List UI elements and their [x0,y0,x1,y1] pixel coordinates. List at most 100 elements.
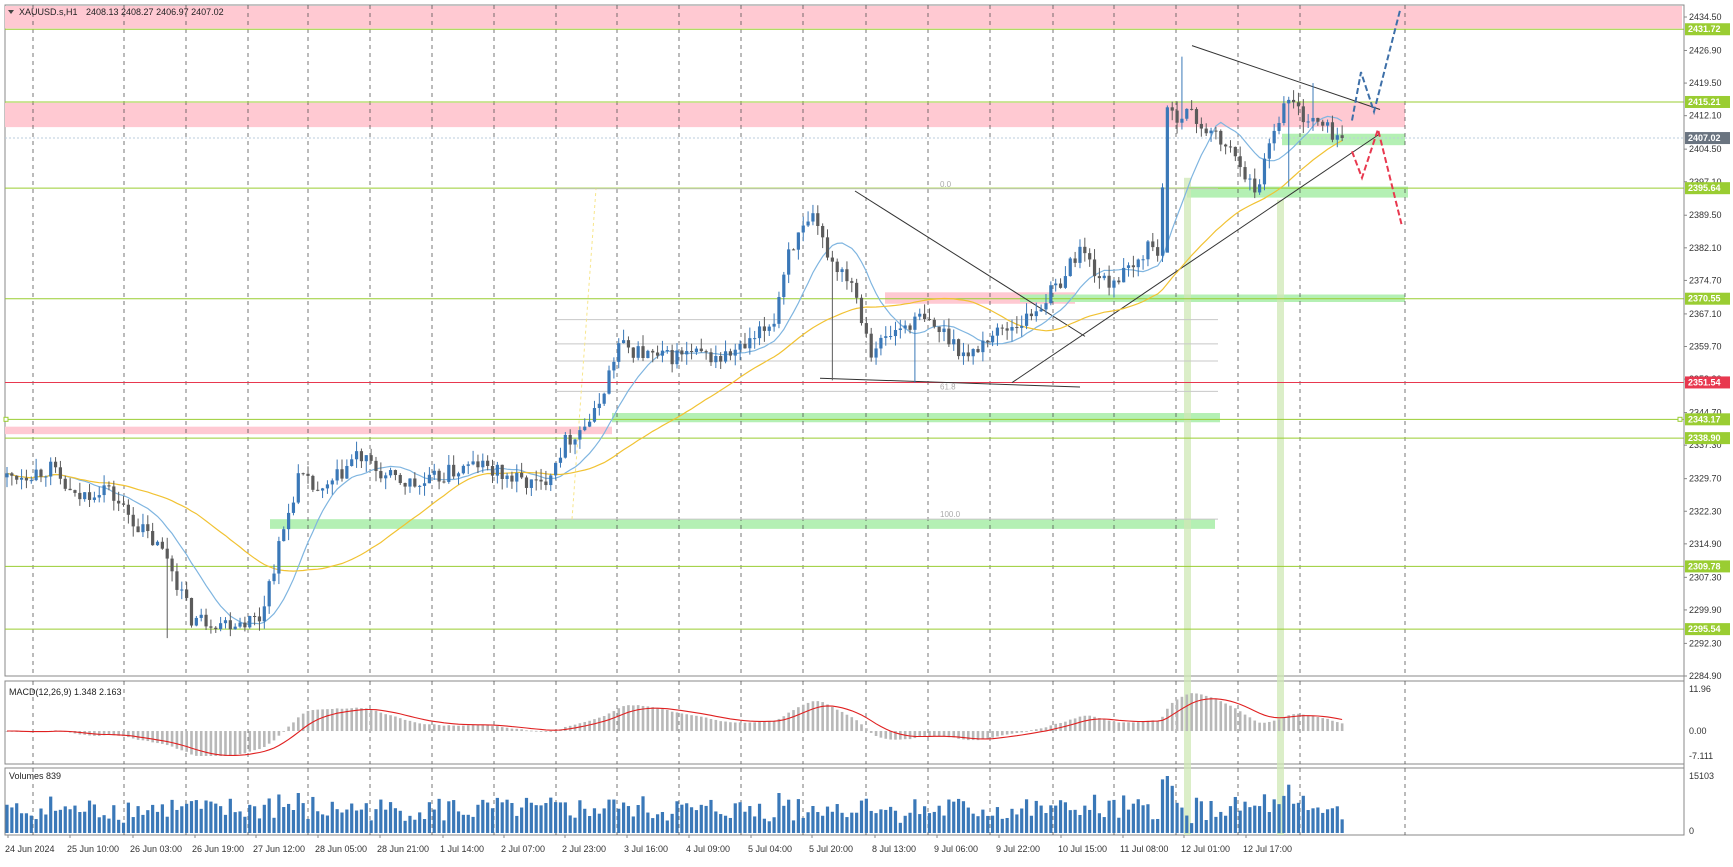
volume-bar [811,806,815,833]
candle-body [927,318,932,320]
candle-body [1126,265,1131,268]
macd-axis-label: -7.111 [1689,751,1713,761]
macd-histogram-bar [612,711,616,732]
current-price-tag [1685,132,1730,145]
macd-histogram-bar [782,716,786,732]
volume-bar [728,817,733,833]
volume-bar [1165,776,1169,833]
candle-body [418,485,422,487]
candle-body [442,481,446,483]
level-handle-left[interactable] [3,416,9,422]
candle-body [767,326,771,331]
candle-body [573,439,577,445]
candle-body [175,571,179,590]
price-axis-label: 2292.30 [1689,638,1722,648]
volume-bar [238,811,242,833]
candle-body [24,477,29,481]
macd-histogram-bar [1107,720,1111,732]
candle-body [393,470,398,476]
macd-histogram-bar [942,731,946,737]
price-axis-label: 2419.50 [1689,78,1722,88]
volume-bar [83,811,87,833]
macd-histogram-bar [690,715,693,732]
macd-histogram-bar [204,731,208,756]
macd-histogram-bar [1175,699,1179,732]
candle-body [214,627,218,630]
macd-histogram-bar [1132,722,1135,732]
candle-body [626,340,631,348]
volume-bar [990,815,995,833]
price-axis-label: 2284.90 [1689,671,1722,681]
volume-bar [87,800,92,833]
candle-body [568,434,572,445]
macd-histogram-bar [530,730,533,732]
candle-body [330,480,334,485]
macd-histogram-bar [466,725,470,732]
macd-histogram-bar [500,727,504,732]
candle-body [306,473,310,476]
volume-bar [1175,802,1179,833]
candle-body [995,327,1000,336]
volume-bar [1024,799,1029,833]
volume-bar [952,801,956,833]
candle-body [1190,108,1194,110]
volume-bar [296,793,300,833]
macd-histogram-bar [306,710,310,732]
volume-bar [350,803,354,833]
volume-bar [704,805,708,833]
candle-body [165,548,169,559]
macd-histogram-bar [1335,722,1339,732]
macd-histogram-bar [374,710,378,732]
volume-bar [476,804,480,833]
volume-bar [1253,805,1257,833]
level-tag [1685,95,1730,108]
candle-body [151,531,155,546]
candle-body [801,225,805,233]
candle-body [354,451,359,460]
candle-body [10,473,14,476]
current-price-label: 2407.02 [1688,133,1721,143]
macd-histogram-bar [835,709,839,732]
volume-bar [194,800,198,833]
volume-bar [689,807,694,833]
volume-bar [136,806,140,833]
level-tag [1685,623,1730,636]
macd-histogram-bar [675,712,679,732]
volume-bar [655,814,660,833]
dropdown-triangle-icon[interactable] [8,10,14,14]
candle-body [1000,327,1004,329]
volume-bar [1122,795,1126,833]
candle-body [986,340,990,343]
macd-histogram-bar [442,725,446,732]
candle-body [437,470,441,482]
macd-histogram-bar [1316,716,1320,732]
level-tag-label: 2431.72 [1688,24,1721,34]
candle-body [1204,128,1208,134]
candle-body [680,350,684,355]
candle-body [58,467,63,479]
volume-bar [753,816,757,833]
macd-histogram-bar [122,731,125,737]
price-axis-label: 2382.10 [1689,243,1722,253]
macd-histogram-bar [1117,722,1121,732]
candle-body [112,486,116,501]
macd-histogram-bar [549,731,553,732]
macd-histogram-bar [141,731,145,741]
macd-histogram-bar [224,731,227,756]
candle-body [1330,122,1335,140]
candle-body [185,589,189,598]
macd-histogram-bar [457,725,460,732]
candle-body [1141,259,1145,261]
candle-body [990,335,995,343]
volume-bar [1262,794,1267,833]
volume-bar [1185,815,1189,833]
volume-bar [345,809,349,833]
level-handle-right[interactable] [1677,416,1683,422]
level-tag-label: 2415.21 [1688,97,1721,107]
candle-body [694,348,699,352]
volume-bar [1000,818,1004,833]
macd-histogram-bar [350,708,354,732]
macd-histogram-bar [777,718,781,732]
volume-bar [151,804,155,833]
